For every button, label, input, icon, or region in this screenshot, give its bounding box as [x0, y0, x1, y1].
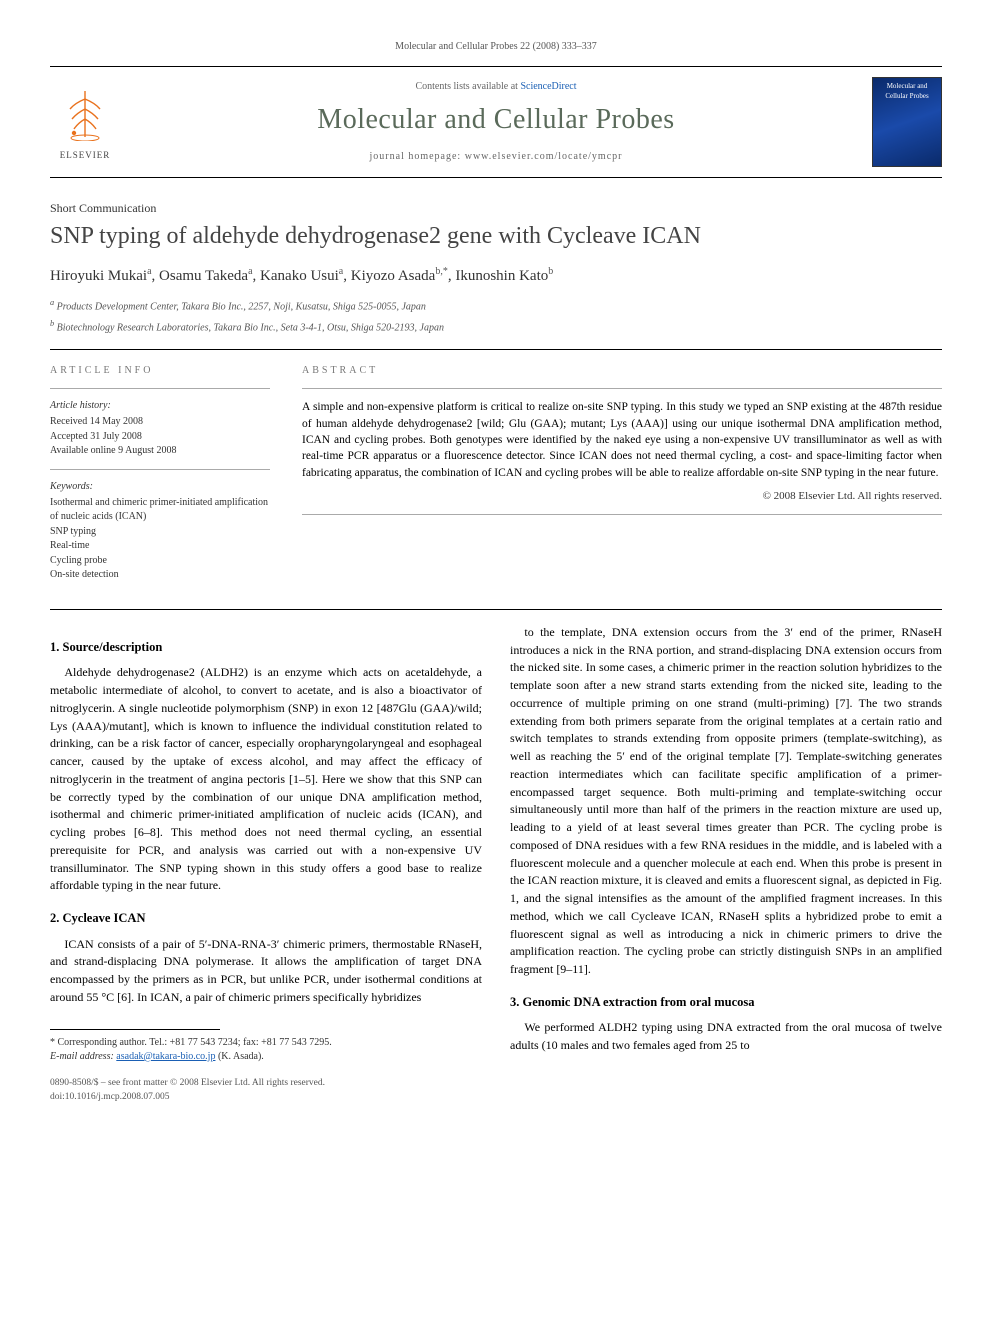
- history-line: Received 14 May 2008: [50, 415, 270, 430]
- homepage-url: www.elsevier.com/locate/ymcpr: [465, 151, 623, 162]
- body-paragraph: We performed ALDH2 typing using DNA extr…: [510, 1019, 942, 1055]
- contents-available-line: Contents lists available at ScienceDirec…: [134, 80, 858, 94]
- author: Kanako Usui: [260, 268, 339, 284]
- article-title: SNP typing of aldehyde dehydrogenase2 ge…: [50, 221, 942, 251]
- abstract-head: ABSTRACT: [302, 364, 942, 378]
- doi-line: doi:10.1016/j.mcp.2008.07.005: [50, 1090, 482, 1104]
- rule: [302, 514, 942, 515]
- contents-prefix: Contents lists available at: [415, 81, 520, 92]
- article-type: Short Communication: [50, 200, 942, 217]
- homepage-prefix: journal homepage:: [370, 151, 465, 162]
- author-aff-marker: b: [548, 266, 553, 277]
- author: Ikunoshin Kato: [455, 268, 548, 284]
- section-head: 3. Genomic DNA extraction from oral muco…: [510, 993, 942, 1012]
- abstract-copyright: © 2008 Elsevier Ltd. All rights reserved…: [302, 489, 942, 504]
- journal-masthead: ELSEVIER Contents lists available at Sci…: [50, 66, 942, 178]
- keyword: SNP typing: [50, 525, 270, 540]
- author-aff-marker: a: [339, 266, 343, 277]
- body-paragraph: Aldehyde dehydrogenase2 (ALDH2) is an en…: [50, 664, 482, 895]
- author-aff-marker: a: [147, 266, 151, 277]
- elsevier-wordmark: ELSEVIER: [60, 149, 111, 162]
- elsevier-tree-icon: [60, 89, 110, 149]
- rule: [302, 388, 942, 389]
- keyword: On-site detection: [50, 568, 270, 583]
- article-info-block: ARTICLE INFO Article history: Received 1…: [50, 364, 270, 583]
- email-link[interactable]: asadak@takara-bio.co.jp: [116, 1051, 215, 1062]
- journal-homepage-line: journal homepage: www.elsevier.com/locat…: [134, 150, 858, 164]
- section-head: 2. Cycleave ICAN: [50, 909, 482, 928]
- article-history-label: Article history:: [50, 399, 270, 413]
- rule: [50, 349, 942, 350]
- affiliation-a: a Products Development Center, Takara Bi…: [50, 297, 942, 314]
- affiliation-text: Products Development Center, Takara Bio …: [57, 301, 426, 312]
- history-line: Accepted 31 July 2008: [50, 430, 270, 445]
- author: Osamu Takeda: [159, 268, 248, 284]
- body-paragraph: to the template, DNA extension occurs fr…: [510, 624, 942, 979]
- body-paragraph: ICAN consists of a pair of 5′-DNA-RNA-3′…: [50, 936, 482, 1007]
- author: Hiroyuki Mukai: [50, 268, 147, 284]
- abstract-text: A simple and non-expensive platform is c…: [302, 399, 942, 481]
- journal-cover-thumbnail: Molecular and Cellular Probes: [872, 77, 942, 167]
- author-aff-marker: b,*: [435, 266, 448, 277]
- affiliation-b: b Biotechnology Research Laboratories, T…: [50, 318, 942, 335]
- article-info-head: ARTICLE INFO: [50, 364, 270, 378]
- rule: [50, 609, 942, 610]
- footnote-rule: [50, 1029, 220, 1030]
- running-head: Molecular and Cellular Probes 22 (2008) …: [50, 40, 942, 54]
- author-list: Hiroyuki Mukaia, Osamu Takedaa, Kanako U…: [50, 265, 942, 287]
- corresponding-author-note: * Corresponding author. Tel.: +81 77 543…: [50, 1036, 482, 1050]
- article-body: 1. Source/description Aldehyde dehydroge…: [50, 624, 942, 1104]
- history-line: Available online 9 August 2008: [50, 444, 270, 459]
- keyword: Cycling probe: [50, 554, 270, 569]
- email-label: E-mail address:: [50, 1051, 116, 1062]
- author: Kiyozo Asada: [351, 268, 436, 284]
- cover-text: Molecular and Cellular Probes: [877, 82, 937, 102]
- sciencedirect-link[interactable]: ScienceDirect: [520, 81, 576, 92]
- journal-name: Molecular and Cellular Probes: [134, 100, 858, 139]
- email-line: E-mail address: asadak@takara-bio.co.jp …: [50, 1050, 482, 1064]
- email-suffix: (K. Asada).: [215, 1051, 263, 1062]
- keywords-label: Keywords:: [50, 480, 270, 494]
- issn-line: 0890-8508/$ – see front matter © 2008 El…: [50, 1076, 482, 1090]
- section-head: 1. Source/description: [50, 638, 482, 657]
- keyword: Real-time: [50, 539, 270, 554]
- keyword: Isothermal and chimeric primer-initiated…: [50, 496, 270, 525]
- abstract-block: ABSTRACT A simple and non-expensive plat…: [302, 364, 942, 583]
- elsevier-logo: ELSEVIER: [50, 82, 120, 162]
- author-aff-marker: a: [248, 266, 252, 277]
- affiliation-text: Biotechnology Research Laboratories, Tak…: [57, 322, 444, 333]
- rule: [50, 388, 270, 389]
- rule: [50, 469, 270, 470]
